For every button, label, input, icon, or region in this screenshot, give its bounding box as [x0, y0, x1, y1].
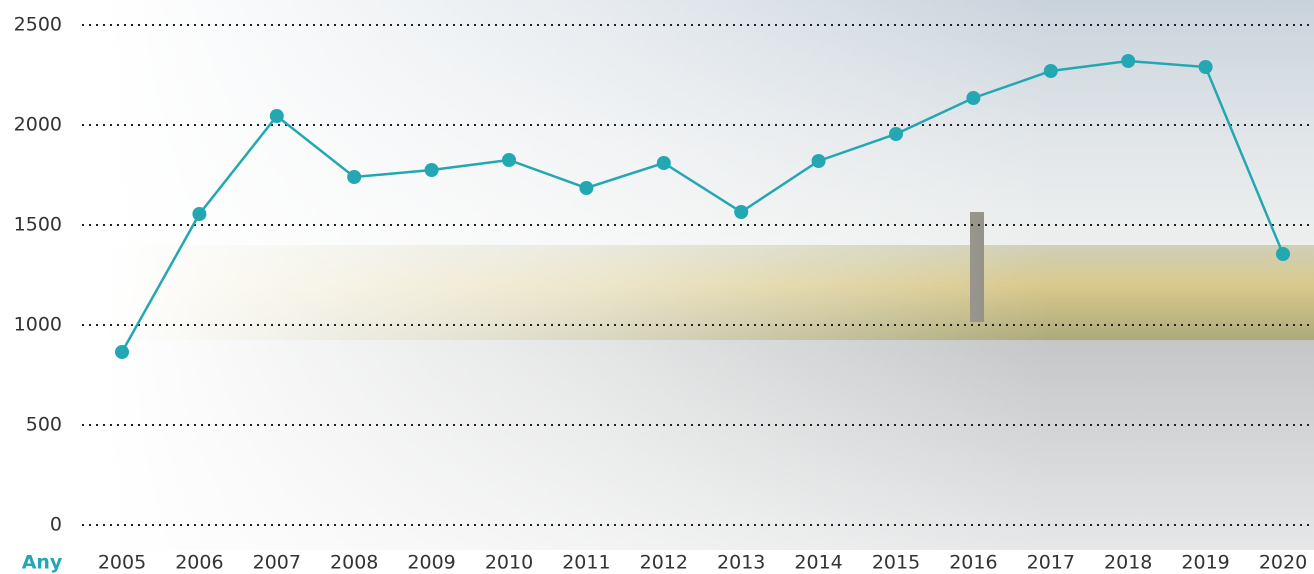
point — [734, 205, 748, 219]
x-tick-label: 2020 — [1259, 552, 1307, 574]
point — [657, 156, 671, 170]
y-tick-label: 0 — [50, 514, 62, 536]
chart: Any 0 500 1000 1500 2000 2500 2005 2006 2007 2008… — [0, 0, 1314, 574]
point — [1121, 54, 1135, 68]
x-tick-label: 2009 — [407, 552, 455, 574]
x-tick-label: 2018 — [1104, 552, 1152, 574]
x-tick-label: 2015 — [872, 552, 920, 574]
point — [966, 91, 980, 105]
x-tick-label: 2005 — [98, 552, 146, 574]
y-tick-label: 1500 — [14, 214, 62, 236]
x-tick-label: 2011 — [562, 552, 610, 574]
y-tick-label: 500 — [26, 414, 62, 436]
x-tick-label: 2010 — [485, 552, 533, 574]
x-tick-label: 2019 — [1181, 552, 1229, 574]
point — [115, 345, 129, 359]
point — [192, 207, 206, 221]
y-tick-label: 1000 — [14, 314, 62, 336]
point — [425, 163, 439, 177]
point — [1044, 64, 1058, 78]
x-tick-label: 2014 — [794, 552, 842, 574]
point — [347, 170, 361, 184]
point — [1199, 60, 1213, 74]
x-tick-label: 2006 — [175, 552, 223, 574]
point — [812, 154, 826, 168]
background — [0, 0, 1314, 550]
x-tick-label: 2012 — [640, 552, 688, 574]
x-tick-label: 2008 — [330, 552, 378, 574]
x-axis-label: Any — [22, 552, 63, 574]
y-tick-label: 2500 — [14, 14, 62, 36]
point — [1276, 247, 1290, 261]
x-tick-label: 2016 — [949, 552, 997, 574]
point — [889, 127, 903, 141]
x-tick-label: 2007 — [253, 552, 301, 574]
x-tick-label: 2017 — [1027, 552, 1075, 574]
point — [502, 153, 516, 167]
x-tick-label: 2013 — [717, 552, 765, 574]
y-tick-label: 2000 — [14, 114, 62, 136]
point — [579, 181, 593, 195]
point — [270, 109, 284, 123]
